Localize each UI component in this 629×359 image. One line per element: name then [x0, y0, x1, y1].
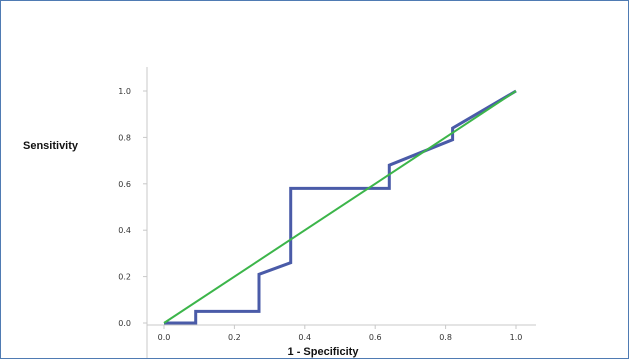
- x-tick-label: 0.2: [228, 333, 241, 342]
- x-tick-label: 1.0: [510, 333, 523, 342]
- x-tick-label: 0.4: [298, 333, 311, 342]
- x-tick-label: 0.8: [439, 333, 452, 342]
- ticks: 0.0 0.2 0.4 0.6 0.8 1.0 0.0 0.2 0.4 0.6 0.8 1.0: [118, 87, 522, 342]
- y-axis-title: Sensitivity: [23, 140, 79, 152]
- y-tick-label: 0.6: [118, 180, 131, 189]
- y-tick-label: 0.2: [118, 273, 131, 282]
- x-tick-label: 0.0: [158, 333, 171, 342]
- roc-curve-line: [164, 89, 517, 325]
- series-layer: [163, 89, 517, 325]
- y-tick-label: 0.0: [118, 319, 131, 328]
- x-axis-title: 1 - Specificity: [288, 346, 360, 358]
- y-tick-label: 1.0: [118, 87, 131, 96]
- axes: [146, 67, 536, 358]
- y-tick-label: 0.4: [118, 226, 131, 235]
- reference-diagonal-line: [163, 90, 517, 324]
- y-tick-label: 0.8: [118, 133, 131, 142]
- x-tick-label: 0.6: [369, 333, 382, 342]
